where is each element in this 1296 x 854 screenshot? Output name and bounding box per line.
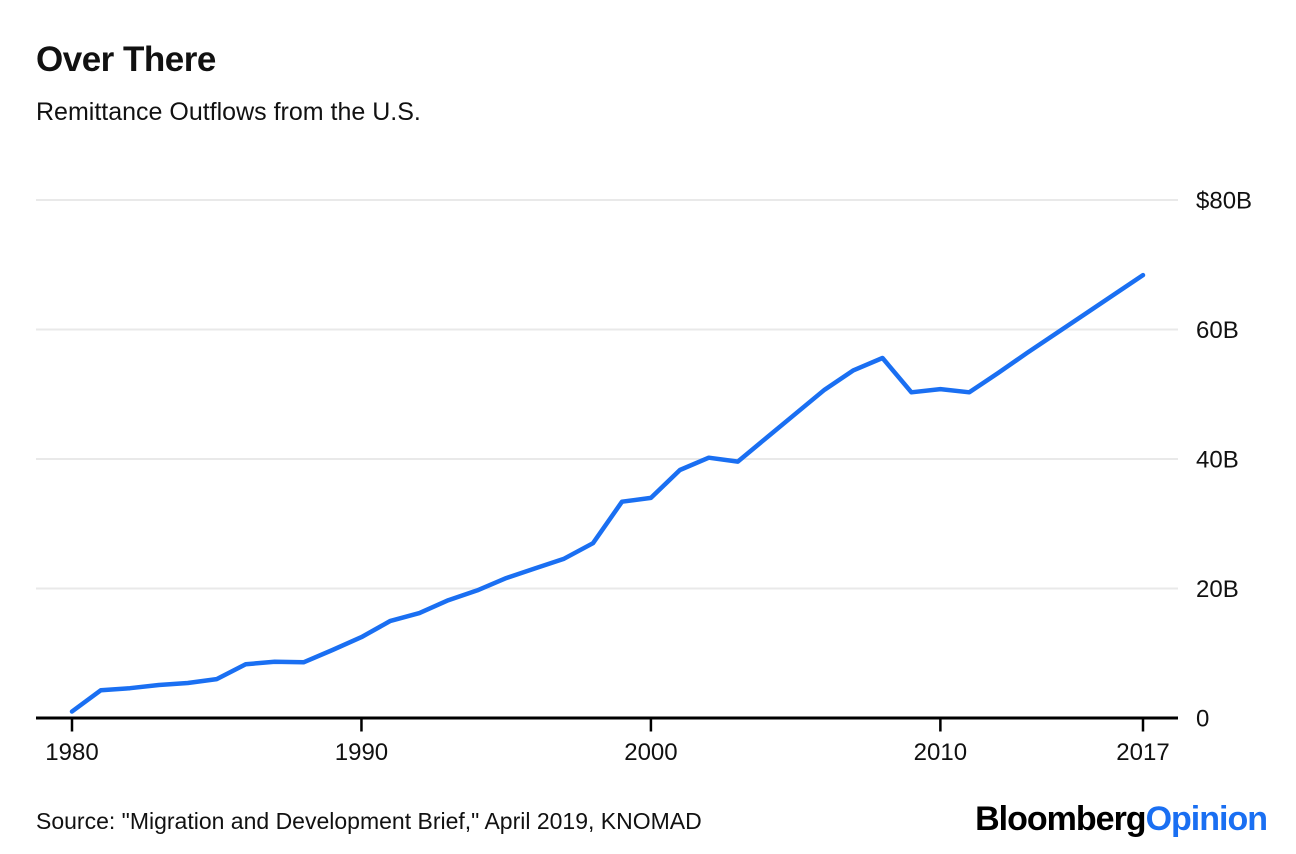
y-tick-label: 20B <box>1196 576 1239 603</box>
x-tick-label: 1980 <box>45 739 98 766</box>
bloomberg-opinion-logo: BloombergOpinion <box>975 800 1268 839</box>
bloomberg-wordmark: Bloomberg <box>975 800 1146 838</box>
y-tick-label: 40B <box>1196 446 1239 473</box>
y-axis-labels: 0 20B 40B 60B $80B <box>1196 187 1252 732</box>
x-tick-label: 2017 <box>1116 739 1169 766</box>
x-tick-label: 2010 <box>914 739 967 766</box>
x-axis-labels: 1980 1990 2000 2010 2017 <box>45 739 1169 766</box>
gridlines <box>36 199 1178 720</box>
y-tick-label: $80B <box>1196 187 1252 214</box>
series-line <box>69 272 1146 714</box>
chart-title: Over There <box>36 40 216 79</box>
x-axis-ticks <box>70 719 1145 732</box>
x-tick-label: 1990 <box>335 739 388 766</box>
opinion-wordmark: Opinion <box>1145 800 1268 838</box>
chart-subtitle: Remittance Outflows from the U.S. <box>36 98 421 126</box>
x-tick-label: 2000 <box>624 739 677 766</box>
source-text: Source: "Migration and Development Brief… <box>36 808 702 834</box>
y-tick-label: 0 <box>1196 705 1209 732</box>
y-tick-label: 60B <box>1196 317 1239 344</box>
